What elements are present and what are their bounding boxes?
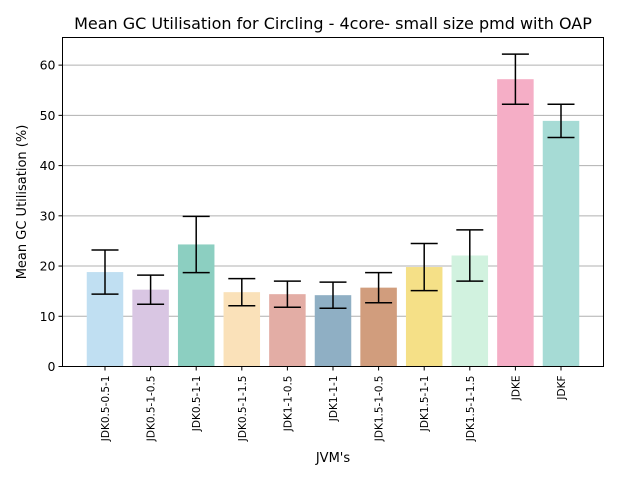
chart-title: Mean GC Utilisation for Circling - 4core… bbox=[74, 14, 592, 33]
x-tick-label: JDK0.5-1-1 bbox=[191, 376, 203, 433]
x-tick-label: JDK0.5-1-0.5 bbox=[146, 376, 158, 443]
bar bbox=[497, 79, 534, 367]
x-tick-label: JDKF bbox=[556, 376, 568, 401]
y-tick-label: 40 bbox=[40, 158, 56, 173]
x-tick-label: JDK1.5-1-0.5 bbox=[374, 376, 386, 443]
y-axis-ticks: 0 10 20 30 40 50 60 bbox=[40, 58, 63, 374]
y-tick-label: 50 bbox=[40, 108, 56, 123]
error-bars bbox=[91, 53, 575, 309]
y-tick-label: 30 bbox=[40, 208, 56, 223]
y-tick-label: 0 bbox=[48, 359, 56, 374]
x-tick-label: JDK1-1-1 bbox=[328, 376, 340, 423]
x-tick-label: JDKE bbox=[510, 376, 522, 402]
x-tick-label: JDK0.5-1-1.5 bbox=[237, 376, 249, 443]
x-axis-label: JVM's bbox=[315, 451, 351, 466]
x-tick-label: JDK0.5-0.5-1 bbox=[100, 376, 112, 443]
y-tick-label: 60 bbox=[40, 58, 56, 73]
x-tick-label: JDK1.5-1-1.5 bbox=[465, 376, 477, 443]
bar bbox=[542, 120, 580, 367]
x-tick-label: JDK1.5-1-1 bbox=[419, 376, 431, 433]
x-axis-ticks: JDK0.5-0.5-1 JDK0.5-1-0.5 JDK0.5-1-1 JDK0.5… bbox=[100, 366, 568, 443]
y-tick-label: 20 bbox=[40, 259, 56, 274]
x-tick-label: JDK1-1-0.5 bbox=[282, 376, 294, 433]
y-tick-label: 10 bbox=[40, 309, 56, 324]
y-axis-label: Mean GC Utilisation (%) bbox=[15, 125, 30, 280]
